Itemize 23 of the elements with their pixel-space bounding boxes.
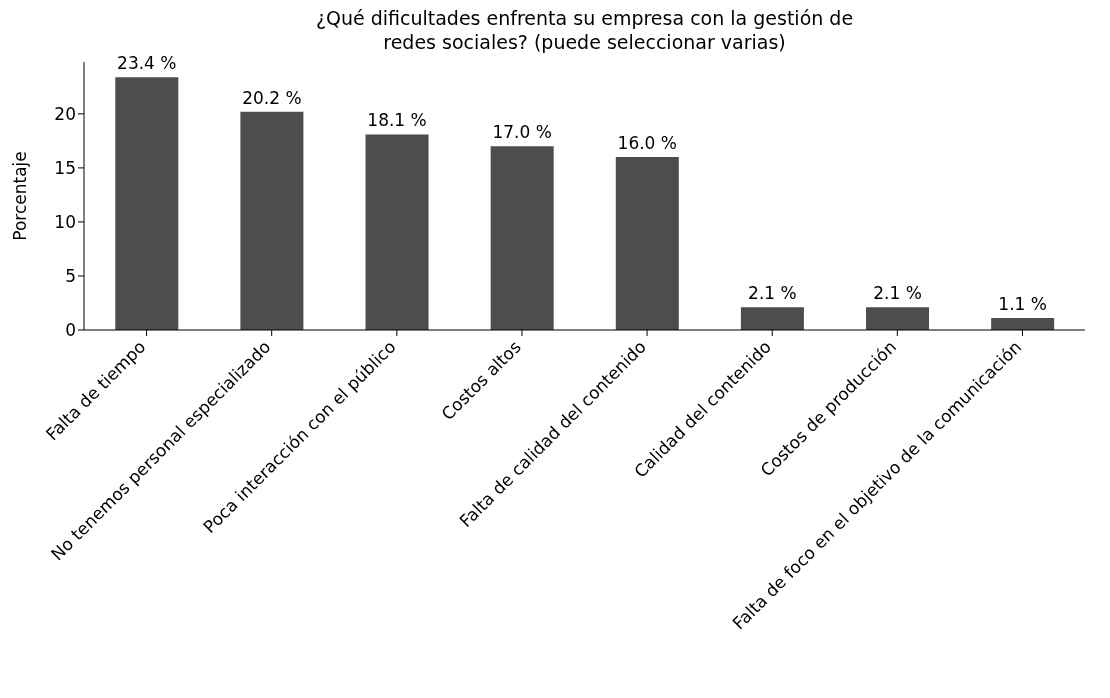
data-label: 16.0 % [617,133,677,154]
bar [365,134,429,330]
chart-title: ¿Qué dificultades enfrenta su empresa con la gestión de redes sociales? (puede seleccionar varias) [314,6,855,54]
bar [490,146,554,330]
y-axis-title: Porcentaje [10,151,31,241]
data-label: 2.1 % [873,283,922,304]
bar [240,111,304,330]
data-label: 1.1 % [998,294,1047,315]
y-tick-label: 5 [65,266,76,286]
data-label: 2.1 % [748,283,797,304]
y-tick-label: 10 [54,211,76,232]
y-tick-label: 0 [65,320,76,341]
data-label: 17.0 % [492,122,552,143]
bar [740,307,804,330]
data-label: 20.2 % [242,87,302,108]
data-label: 23.4 % [117,53,177,74]
bar [991,318,1055,330]
bar [115,77,179,330]
y-tick-label: 20 [54,103,76,124]
data-label: 18.1 % [367,110,427,131]
bar [866,307,930,330]
y-tick-label: 15 [54,157,76,178]
bar [615,157,679,330]
